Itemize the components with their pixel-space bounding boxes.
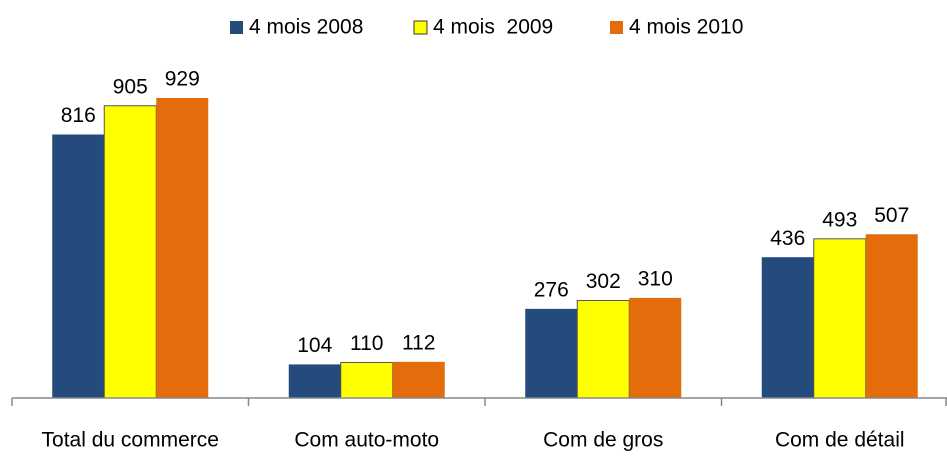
data-label: 905 xyxy=(113,75,148,98)
bar xyxy=(865,234,918,398)
bar xyxy=(288,364,341,398)
data-label: 436 xyxy=(770,227,805,250)
x-tick-label: Com de gros xyxy=(543,429,663,452)
bar xyxy=(52,134,105,398)
legend-label: 4 mois 2008 xyxy=(249,16,363,39)
bar xyxy=(156,98,209,398)
data-label: 507 xyxy=(874,204,909,227)
data-label: 929 xyxy=(165,68,200,91)
legend-swatch xyxy=(610,21,623,34)
bar xyxy=(761,257,814,398)
bar xyxy=(629,297,682,398)
data-label: 112 xyxy=(402,331,435,354)
legend-swatch xyxy=(413,20,428,35)
bar xyxy=(392,361,445,398)
bar xyxy=(103,105,157,399)
x-tick-label: Com de détail xyxy=(775,429,905,452)
data-label: 493 xyxy=(822,208,857,231)
legend-label: 4 mois 2010 xyxy=(629,16,743,39)
data-label: 104 xyxy=(297,334,332,357)
legend-label: 4 mois 2009 xyxy=(433,16,553,39)
data-label: 110 xyxy=(350,332,383,355)
bar xyxy=(576,299,630,399)
data-label: 276 xyxy=(534,278,569,301)
data-label: 816 xyxy=(61,104,96,127)
bar xyxy=(525,308,578,398)
bar xyxy=(813,238,867,399)
data-label: 310 xyxy=(638,267,673,290)
x-tick-label: Total du commerce xyxy=(42,429,219,452)
bar xyxy=(340,361,394,399)
x-tick-label: Com auto-moto xyxy=(294,429,439,452)
legend-swatch xyxy=(230,21,243,34)
data-label: 302 xyxy=(586,270,621,293)
